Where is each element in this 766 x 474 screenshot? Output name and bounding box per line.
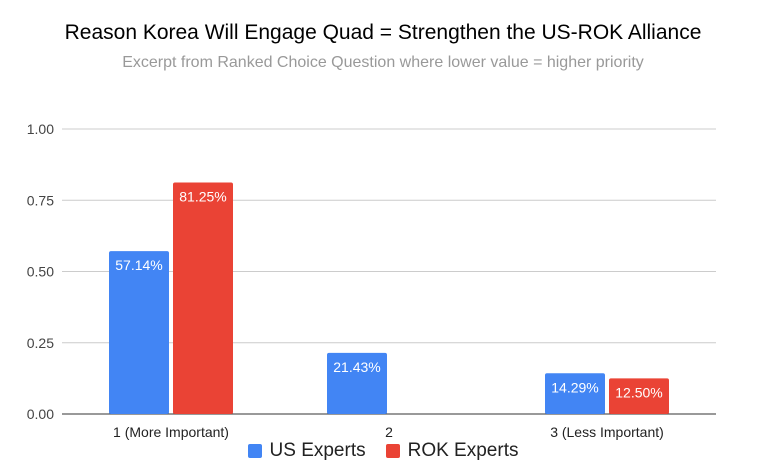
legend: US Experts ROK Experts (0, 440, 766, 462)
data-label: 81.25% (179, 188, 226, 204)
bar-rok (173, 182, 233, 414)
legend-swatch-rok (385, 444, 400, 458)
legend-label-us: US Experts (269, 440, 366, 461)
data-label: 14.29% (551, 379, 598, 395)
y-tick-label: 0.25 (27, 335, 54, 351)
data-label: 21.43% (333, 359, 380, 375)
bar-us (545, 373, 605, 414)
y-tick-label: 1.00 (27, 121, 54, 137)
chart-subtitle: Excerpt from Ranked Choice Question wher… (122, 54, 644, 71)
data-label: 57.14% (115, 257, 162, 273)
legend-swatch-us (247, 444, 262, 458)
bar-us (109, 251, 169, 414)
data-label: 12.50% (615, 384, 662, 400)
x-tick-label: 1 (More Important) (113, 424, 229, 440)
x-tick-label: 3 (Less Important) (550, 424, 664, 440)
legend-item-rok: ROK Experts (385, 440, 519, 462)
y-tick-label: 0.00 (27, 406, 54, 422)
legend-label-rok: ROK Experts (407, 440, 519, 461)
chart-title: Reason Korea Will Engage Quad = Strength… (64, 21, 702, 44)
y-tick-label: 0.50 (27, 264, 54, 280)
bar-us (327, 352, 387, 414)
y-tick-label: 0.75 (27, 192, 54, 208)
legend-item-us: US Experts (247, 440, 366, 462)
x-tick-label: 2 (385, 424, 393, 440)
bar-rok (609, 378, 669, 414)
